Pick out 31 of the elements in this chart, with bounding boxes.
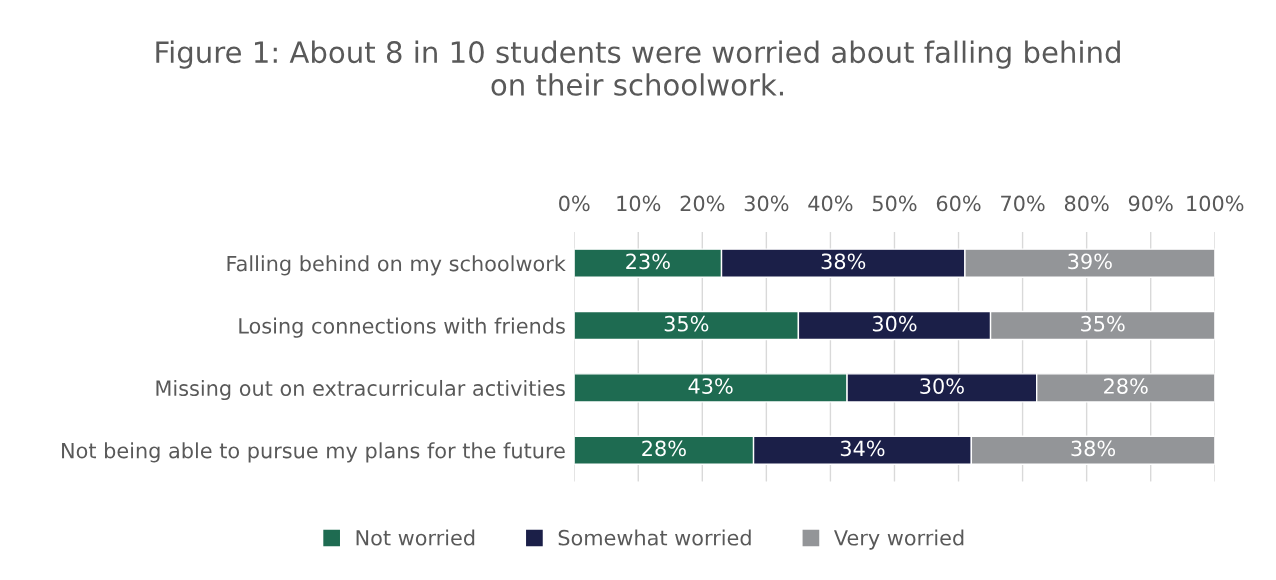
y-tick-label: Missing out on extracurricular activities xyxy=(156,379,565,401)
legend-label: Not worried xyxy=(356,529,475,546)
data-label: 28% xyxy=(1104,378,1148,394)
x-tick-label: 20% xyxy=(680,195,725,212)
data-label: 43% xyxy=(688,378,733,394)
x-tick-label: 10% xyxy=(617,195,661,212)
data-label: 30% xyxy=(872,315,917,332)
data-label: 38% xyxy=(821,253,866,270)
data-label: 38% xyxy=(1071,440,1116,457)
legend-label: Very worried xyxy=(833,529,964,550)
data-label: 35% xyxy=(1081,315,1125,332)
x-tick-label: 30% xyxy=(744,195,789,212)
y-tick-label: Falling behind on my schoolwork xyxy=(227,255,566,276)
y-tick-label: Not being able to pursue my plans for the future xyxy=(62,442,565,463)
legend-label: Somewhat worried xyxy=(558,529,751,546)
x-tick-label: 0% xyxy=(559,195,590,212)
data-label: 28% xyxy=(642,440,686,457)
x-tick-label: 50% xyxy=(872,195,917,212)
x-tick-label: 40% xyxy=(808,195,853,212)
data-label: 34% xyxy=(840,440,885,457)
x-tick-label: 90% xyxy=(1128,195,1173,212)
data-label: 39% xyxy=(1068,253,1112,270)
x-tick-label: 100% xyxy=(1187,195,1244,212)
x-tick-label: 70% xyxy=(1001,195,1045,212)
data-label: 23% xyxy=(626,253,670,270)
data-label: 30% xyxy=(920,378,964,394)
x-tick-label: 80% xyxy=(1064,195,1109,212)
data-label: 35% xyxy=(664,315,709,332)
y-tick-label: Losing connections with friends xyxy=(239,317,565,338)
x-tick-label: 60% xyxy=(936,195,981,212)
chart-title: Figure 1: About 8 in 10 students were worried about falling behind on their schoolwork. xyxy=(156,40,1120,96)
